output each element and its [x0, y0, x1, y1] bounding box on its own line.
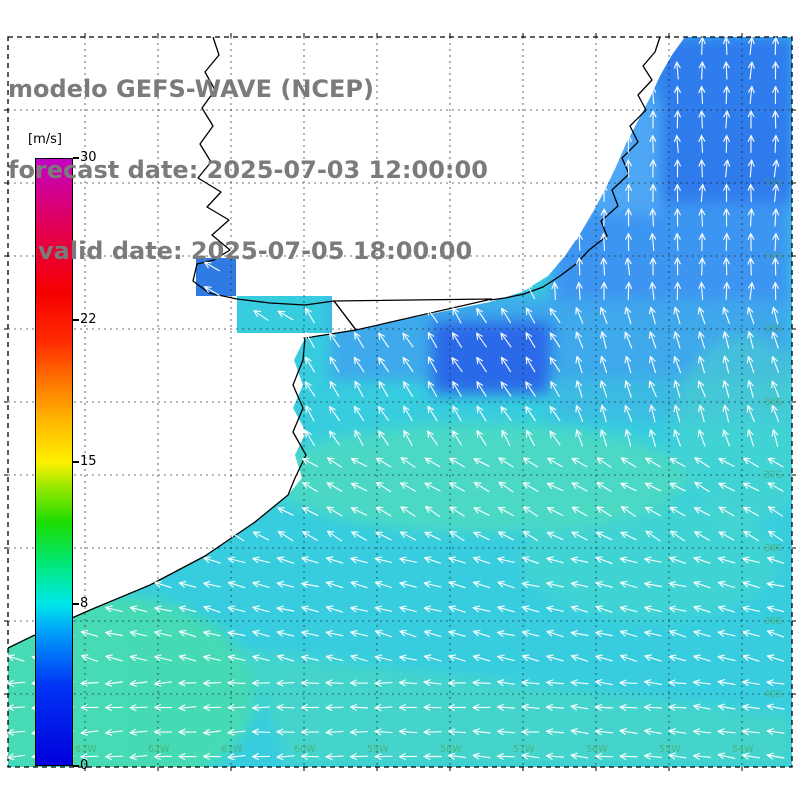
colorbar-tick-label: 30 [80, 150, 97, 165]
longitude-label: 56W [586, 744, 608, 755]
latitude-label: 34S [764, 251, 783, 262]
latlon-grid [8, 37, 792, 767]
colorbar-tick-mark [73, 157, 79, 159]
ocean-patch [675, 335, 792, 525]
longitude-label: 62W [148, 744, 170, 755]
latitude-label: 35S [764, 324, 783, 335]
longitude-label: 63W [75, 744, 97, 755]
colorbar-tick-mark [73, 602, 79, 605]
ocean-patch [196, 258, 236, 296]
latitude-label: 39S [764, 616, 783, 627]
latitude-label: 36S [764, 397, 783, 408]
longitude-label: 60W [294, 744, 316, 755]
ocean-patch [270, 423, 690, 533]
longitude-label: 54W [732, 744, 754, 755]
colorbar-tick-mark [73, 461, 79, 463]
longitude-label: 55W [659, 744, 681, 755]
longitude-label: 61W [221, 744, 243, 755]
colorbar-tick-mark [73, 319, 79, 322]
latitude-label: 40S [764, 689, 783, 700]
longitude-label: 57W [513, 744, 535, 755]
plot-title-block: modelo GEFS-WAVE (NCEP) forecast date: 2… [8, 22, 488, 319]
colorbar-tick-label: 22 [80, 312, 97, 328]
colorbar-gradient [35, 158, 73, 766]
ocean-patch [240, 650, 792, 767]
coastline-path [7, 36, 661, 649]
colorbar-tick-label: 8 [80, 595, 89, 611]
latitude-label: 38S [764, 543, 783, 554]
plot-frame [4, 33, 796, 771]
valid-date: valid date: 2025-07-05 18:00:00 [38, 237, 473, 265]
ocean-patch [560, 95, 660, 215]
forecast-date: forecast date: 2025-07-03 12:00:00 [8, 156, 488, 184]
longitude-label: 58W [440, 744, 462, 755]
colorbar-unit-label: [m/s] [28, 132, 62, 147]
latitude-label: 33S [764, 178, 783, 189]
model-title: modelo GEFS-WAVE (NCEP) [8, 75, 374, 103]
colorbar-tick-mark [73, 765, 79, 767]
latitude-label: 37S [764, 470, 783, 481]
colorbar-tick-label: 0 [80, 758, 89, 773]
longitude-label: 59W [367, 744, 389, 755]
colorbar-tick-label: 15 [80, 454, 97, 469]
